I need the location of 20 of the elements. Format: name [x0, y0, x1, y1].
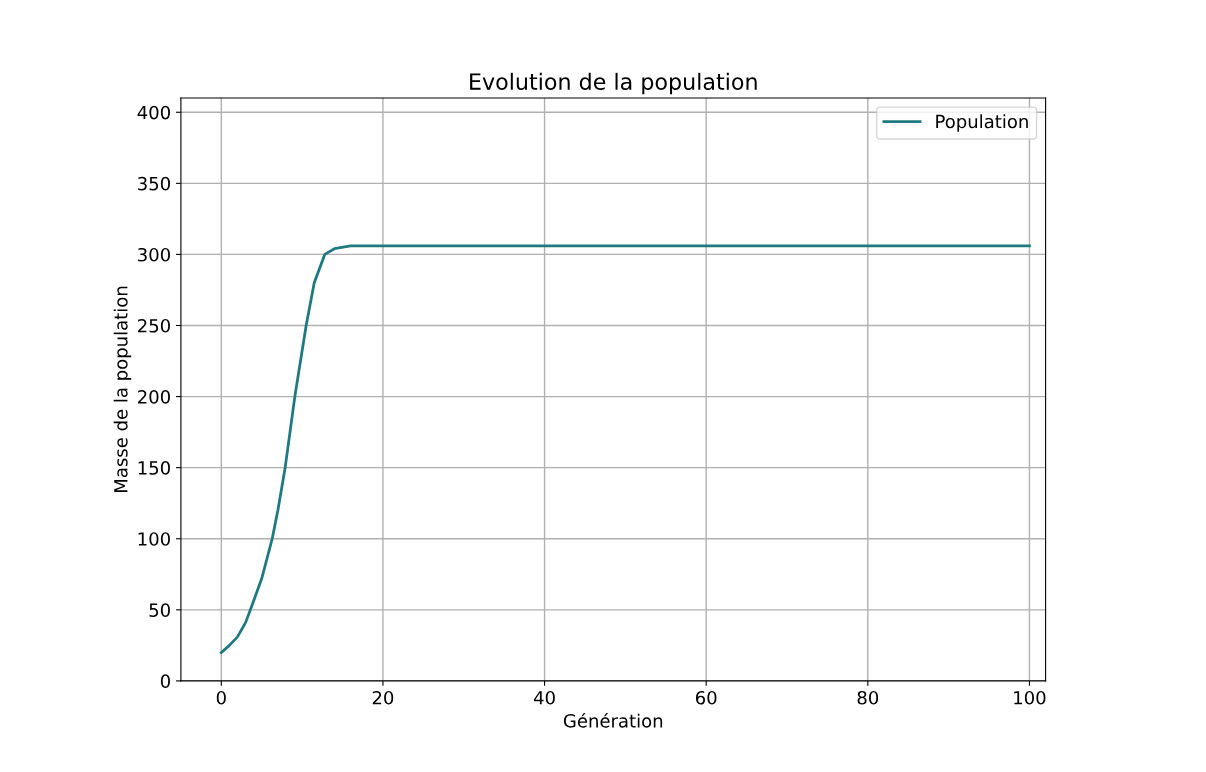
line-series	[219, 244, 1031, 654]
y-tick-label: 200	[138, 390, 170, 404]
x-tick-label: 0	[216, 690, 226, 705]
y-tick-label: 100	[138, 532, 170, 546]
x-tick-label: 20	[372, 690, 394, 705]
x-tick-label: 80	[857, 690, 879, 705]
y-tick-label: 400	[137, 105, 170, 120]
x-tick-label: 40	[533, 690, 555, 705]
x-tick-label: 100	[1014, 690, 1046, 705]
x-tick-label: 60	[695, 690, 717, 705]
y-tick-label: 150	[138, 461, 170, 475]
chart-title: Evolution de la population	[470, 72, 757, 95]
y-tick-label: 250	[138, 318, 170, 333]
y-tick-label: 300	[138, 247, 170, 262]
y-tick-label: 0	[160, 674, 170, 689]
legend-label: Population	[936, 114, 1028, 132]
y-tick-label: 350	[138, 176, 170, 191]
y-axis-title: Masse de la population	[113, 286, 132, 492]
y-tick-label: 50	[149, 603, 170, 617]
x-axis-title: Génération	[563, 712, 663, 728]
